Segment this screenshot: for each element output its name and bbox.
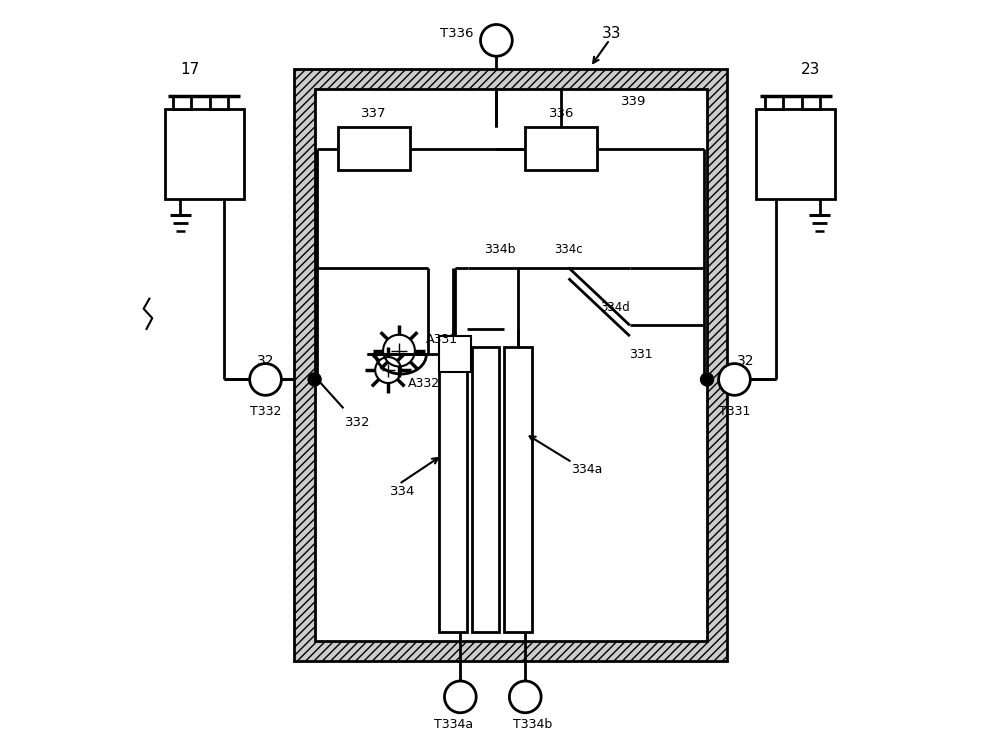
Text: 17: 17 — [180, 61, 199, 77]
Text: T336: T336 — [440, 26, 473, 39]
Text: 334c: 334c — [554, 243, 583, 256]
Text: 334a: 334a — [571, 463, 602, 476]
Text: 33: 33 — [602, 26, 622, 41]
Bar — [802, 96, 820, 109]
Bar — [210, 96, 228, 109]
Circle shape — [308, 373, 321, 386]
Text: 32: 32 — [257, 355, 274, 368]
Bar — [765, 96, 783, 109]
Text: T332: T332 — [250, 406, 281, 418]
Text: T334b: T334b — [513, 718, 552, 731]
Bar — [173, 96, 191, 109]
Bar — [338, 127, 410, 170]
Circle shape — [481, 25, 512, 56]
Circle shape — [701, 373, 714, 386]
Circle shape — [719, 363, 750, 395]
Text: 334d: 334d — [601, 300, 630, 314]
Bar — [165, 109, 244, 199]
Bar — [439, 336, 471, 372]
Text: 334b: 334b — [484, 243, 516, 256]
Bar — [504, 347, 532, 632]
Circle shape — [509, 681, 541, 713]
Bar — [315, 89, 707, 640]
Bar — [756, 109, 835, 199]
Text: 334: 334 — [390, 485, 415, 498]
Text: 331: 331 — [629, 348, 652, 360]
Text: 32: 32 — [737, 355, 754, 368]
Text: A331: A331 — [426, 333, 458, 346]
Text: 339: 339 — [621, 95, 646, 108]
Text: 332: 332 — [345, 416, 371, 429]
Bar — [472, 347, 499, 632]
Bar — [525, 127, 597, 170]
Text: 337: 337 — [361, 107, 387, 121]
Circle shape — [250, 363, 281, 395]
Text: A332: A332 — [408, 376, 440, 390]
Text: T334a: T334a — [434, 718, 473, 731]
Text: 336: 336 — [549, 107, 574, 121]
Bar — [294, 69, 727, 661]
Circle shape — [444, 681, 476, 713]
Text: T331: T331 — [719, 406, 750, 418]
Text: 23: 23 — [801, 61, 820, 77]
Bar — [439, 347, 467, 632]
